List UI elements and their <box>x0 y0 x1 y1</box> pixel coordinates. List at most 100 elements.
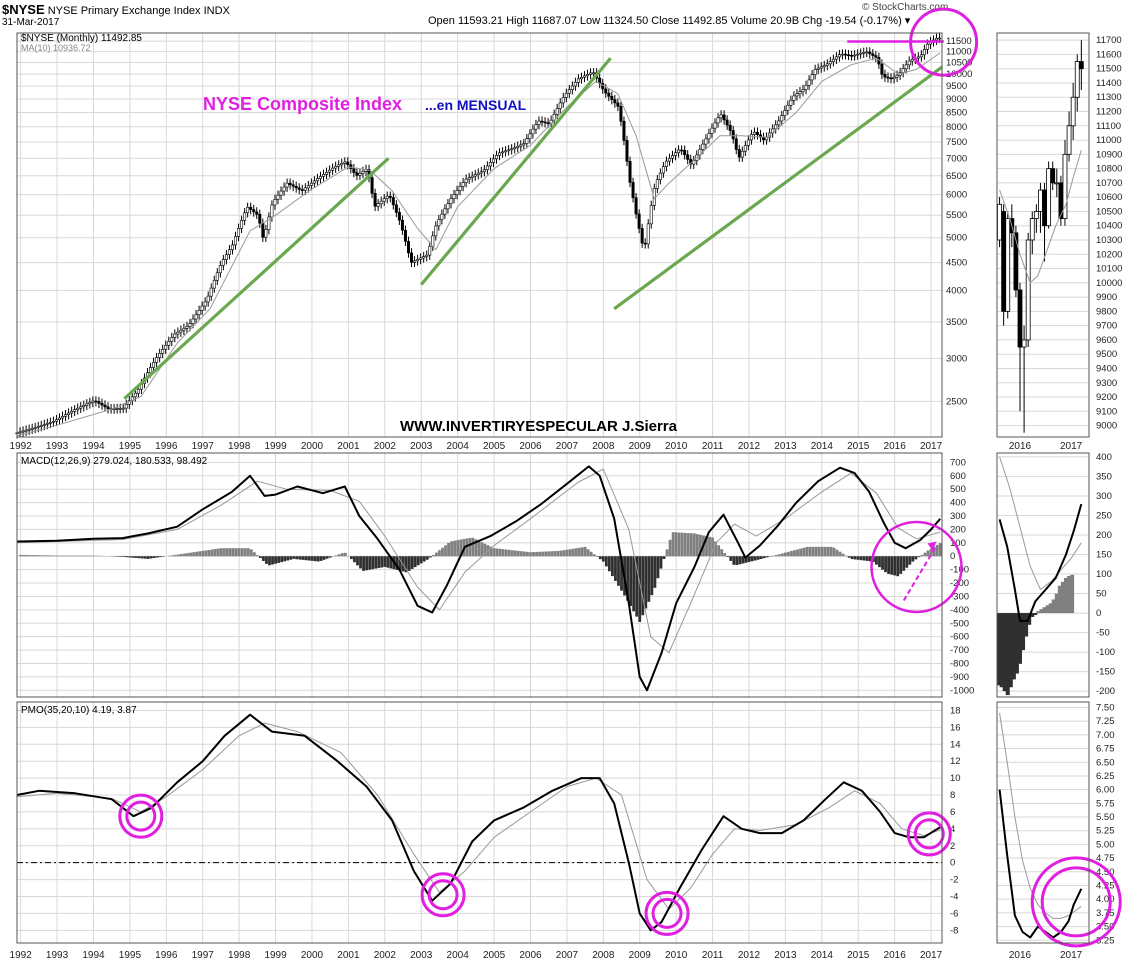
zoom-macd-histogram-bar <box>1057 585 1062 614</box>
price-candle-body <box>273 199 277 206</box>
price-candle-body <box>610 96 614 100</box>
zoom-ma-line <box>999 149 1082 284</box>
macd-histogram-bar <box>174 554 177 557</box>
macd-histogram-bar <box>574 548 578 557</box>
zoom-candle-body <box>1074 61 1080 98</box>
price-candle-body <box>871 53 875 56</box>
price-candle-body <box>925 43 929 50</box>
macd-histogram-bar <box>234 548 238 557</box>
macd-histogram-bar <box>444 545 447 557</box>
zoom-pmo-circle-inner <box>1040 866 1112 938</box>
macd-histogram-bar <box>777 554 781 557</box>
price-panel-frame <box>16 32 943 438</box>
pmo-x-label: 2013 <box>774 950 797 961</box>
price-candle-body <box>397 212 401 221</box>
price-candle-body <box>938 37 942 40</box>
price-candle-body <box>200 305 204 311</box>
zoom-price-tick-label: 9300 <box>1096 378 1117 389</box>
price-candle-body <box>752 131 756 135</box>
zoom-macd-histogram-bar <box>1048 603 1053 614</box>
macd-histogram-bar <box>37 555 41 557</box>
macd-histogram-bar <box>431 555 435 557</box>
price-candle-body <box>640 228 644 244</box>
price-candle-body <box>488 162 492 167</box>
macd-histogram-bar <box>526 551 529 557</box>
price-candle-body <box>883 74 887 78</box>
price-candle-body <box>865 51 869 54</box>
price-x-label: 2003 <box>410 441 433 452</box>
macd-histogram-bar <box>49 555 53 557</box>
macd-tick-label: -700 <box>950 645 969 656</box>
macd-histogram-bar <box>453 540 457 557</box>
macd-histogram-bar <box>677 532 681 557</box>
pmo-x-label: 2010 <box>665 950 688 961</box>
price-candle-body <box>749 134 753 141</box>
macd-histogram-bar <box>735 556 739 566</box>
macd-histogram-bar <box>872 556 875 563</box>
price-candle-body <box>840 53 844 56</box>
price-candle-body <box>391 197 395 206</box>
price-candle-body <box>328 169 332 173</box>
price-ma-line <box>16 52 941 437</box>
zoom-pmo-signal-line <box>999 712 1082 919</box>
pmo-tick-label: 4 <box>950 824 955 835</box>
price-candle-body <box>27 428 31 431</box>
macd-tick-label: 400 <box>950 498 966 509</box>
ohlc-summary: Open 11593.21 High 11687.07 Low 11324.50… <box>428 15 911 27</box>
price-candle-body <box>558 102 562 109</box>
macd-histogram-bar <box>665 549 669 557</box>
zoom-macd-tick-label: 250 <box>1096 510 1112 521</box>
price-candle-body <box>346 161 350 166</box>
price-candle-body <box>264 229 268 238</box>
zoom-macd-histogram-bar <box>1036 611 1041 614</box>
price-candle-body <box>780 115 784 122</box>
macd-histogram-bar <box>213 549 217 557</box>
macd-histogram-bar <box>829 546 833 557</box>
price-tick-label: 7500 <box>946 137 967 148</box>
macd-histogram-bar <box>95 555 98 557</box>
zoom-pmo-tick-label: 7.50 <box>1096 702 1115 713</box>
zoom-price-tick-label: 11700 <box>1096 35 1122 46</box>
macd-histogram-bar <box>155 556 159 558</box>
zoom-macd-line <box>998 503 1083 622</box>
price-candle-body <box>261 222 265 238</box>
zoom-price-tick-label: 10800 <box>1096 164 1122 175</box>
macd-histogram-bar <box>225 548 229 557</box>
zoom-macd-histogram-bar <box>1051 599 1056 614</box>
price-candle-body <box>152 362 156 368</box>
macd-histogram-bar <box>322 556 326 560</box>
macd-histogram-bar <box>653 556 657 588</box>
price-candle-body <box>240 220 244 229</box>
price-candle-body <box>30 428 34 430</box>
price-candle-body <box>188 323 192 327</box>
macd-histogram-bar <box>705 536 708 557</box>
macd-histogram-bar <box>695 534 699 557</box>
price-candle-body <box>312 180 316 184</box>
price-candle-body <box>203 301 207 307</box>
price-candle-body <box>786 104 790 111</box>
macd-histogram-bar <box>398 556 402 571</box>
price-candle-body <box>570 85 574 90</box>
price-candle-body <box>592 72 596 75</box>
macd-histogram-bar <box>404 556 408 573</box>
price-candle-body <box>646 223 650 245</box>
macd-histogram-bar <box>626 556 629 601</box>
zoom-macd-tick-label: 200 <box>1096 530 1112 541</box>
macd-histogram-bar <box>441 547 444 557</box>
price-x-label: 2016 <box>884 441 907 452</box>
macd-histogram-bar <box>438 550 441 557</box>
price-candle-body <box>413 260 417 263</box>
macd-histogram-bar <box>447 542 450 557</box>
macd-histogram-bar <box>419 556 423 564</box>
price-x-label: 2007 <box>556 441 579 452</box>
price-candle-body <box>579 77 583 80</box>
price-candle-body <box>625 140 629 162</box>
macd-histogram-bar <box>265 556 268 564</box>
macd-histogram-bar <box>859 556 863 561</box>
macd-histogram-bar <box>562 550 566 557</box>
macd-histogram-bar <box>553 551 557 557</box>
price-candle-body <box>892 76 896 79</box>
price-candle-body <box>671 155 675 159</box>
price-tick-label: 7000 <box>946 153 967 164</box>
pmo-highlight-circle-outer <box>118 793 164 839</box>
